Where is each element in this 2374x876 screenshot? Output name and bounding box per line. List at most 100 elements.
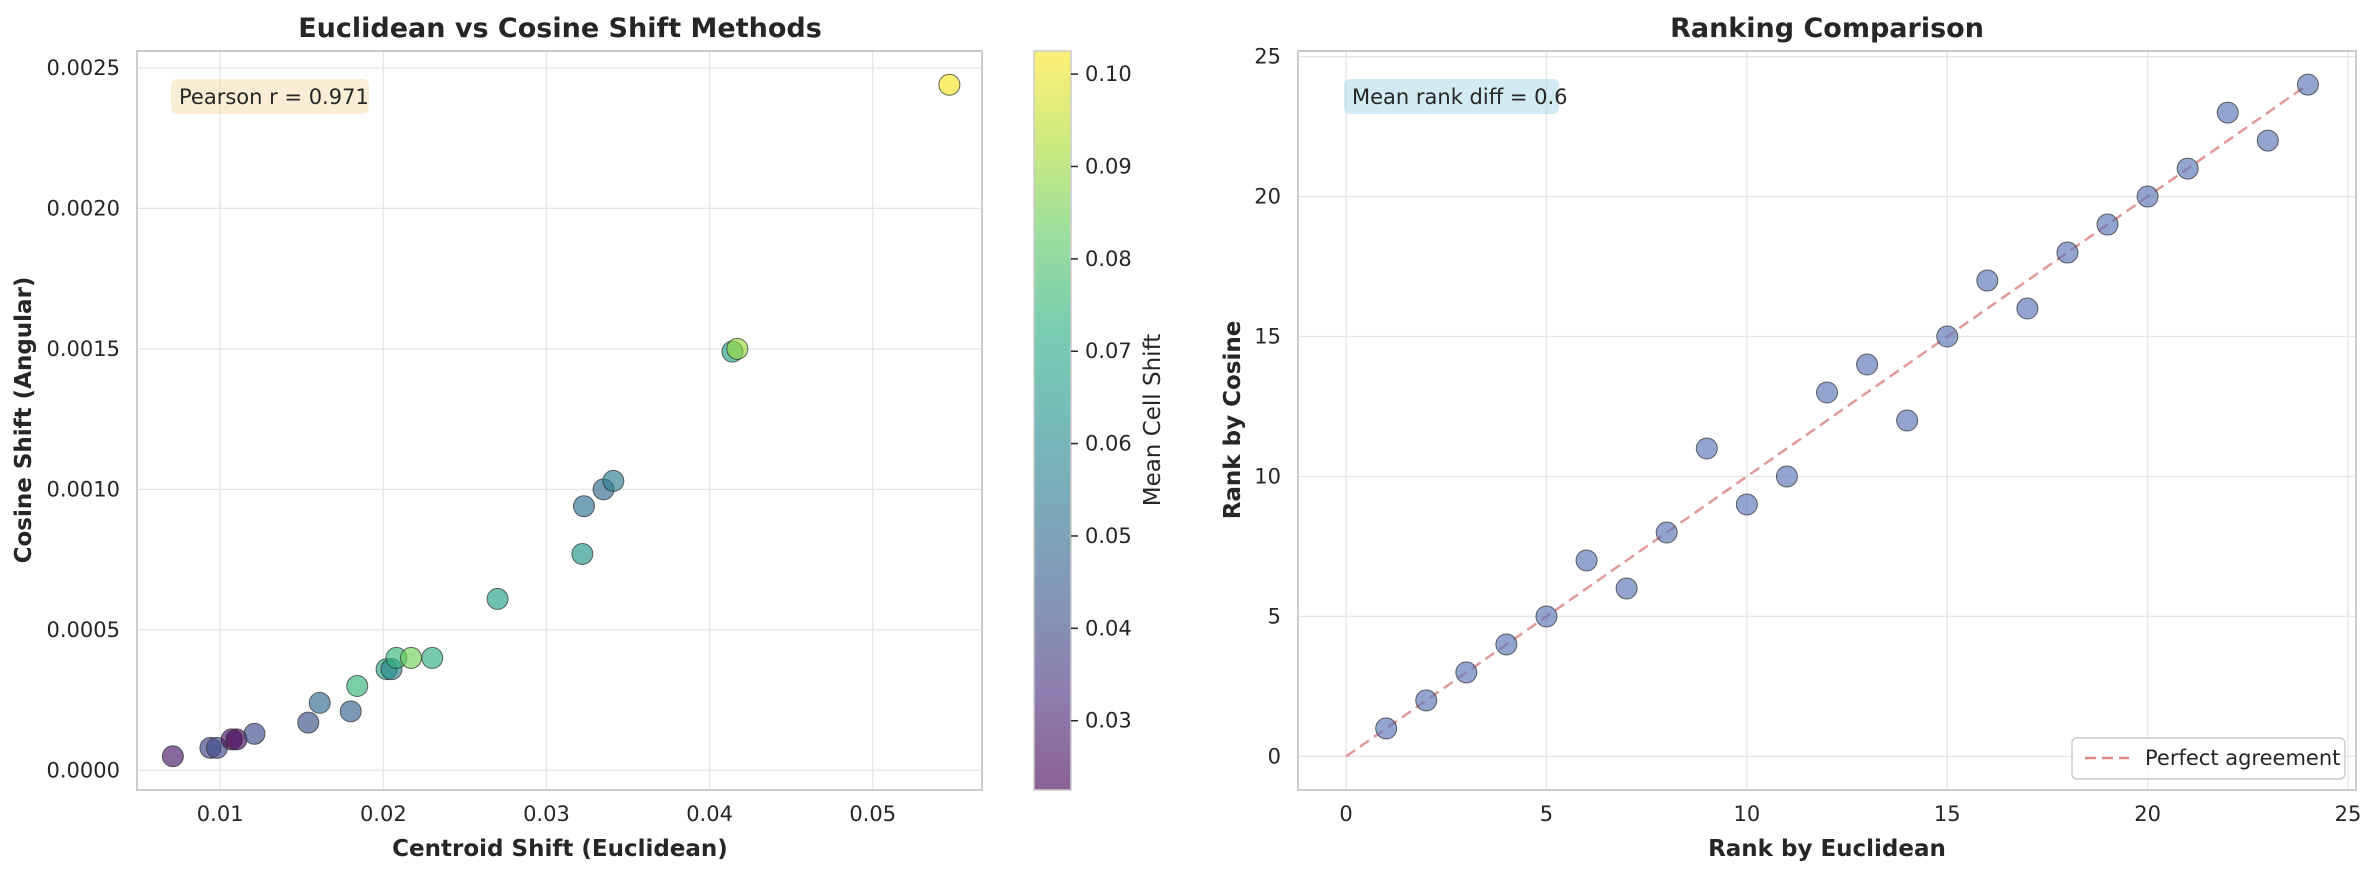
left-y-tick-label: 0.0015 [47,337,120,361]
right-x-tick-label: 15 [1934,802,1961,826]
left-y-tick-label: 0.0010 [47,477,120,501]
rank-point [1455,661,1478,684]
colorbar-frame [1033,50,1072,791]
right-annotation: Mean rank diff = 0.6 [1352,85,1568,109]
left-y-ticks: 0.0000 0.0005 0.0010 0.0015 0.0020 0.0025 [47,56,120,782]
right-annotation-box [1344,79,1559,114]
left-x-tick-label: 0.03 [523,802,570,826]
left-x-tick-label: 0.05 [849,802,896,826]
left-annotation-box [171,79,369,114]
colorbar-tick-label: 0.06 [1085,432,1132,456]
right-y-tick-label: 10 [1254,464,1281,488]
colorbar-tick-label: 0.07 [1085,339,1132,363]
left-chart-title: Euclidean vs Cosine Shift Methods [298,13,822,44]
right-x-tick-label: 0 [1339,802,1352,826]
right-y-axis-label: Rank by Cosine [1220,321,1246,520]
colorbar-tick-label: 0.10 [1085,62,1132,86]
left-axes-frame [136,50,983,791]
colorbar-tick-label: 0.05 [1085,524,1132,548]
scatter-point [572,495,595,518]
scatter-point [421,646,444,669]
right-y-tick-label: 0 [1268,744,1281,768]
scatter-point [297,711,320,734]
rank-point [2216,101,2239,124]
scatter-point [400,646,423,669]
rank-point [2016,297,2039,320]
rank-point [1375,717,1398,740]
rank-point [1655,521,1678,544]
right-x-axis-label: Rank by Euclidean [1708,836,1946,862]
left-y-tick-label: 0.0025 [47,56,120,80]
rank-point [1695,437,1718,460]
left-annotation: Pearson r = 0.971 [179,85,369,109]
right-chart-title: Ranking Comparison [1670,13,1984,44]
scatter-point [726,337,749,360]
scatter-point [938,73,961,96]
right-panel: 0 5 10 15 20 25 0 5 10 15 20 25 Mean rank diff = 0… [1220,13,2361,862]
rank-point [1976,269,1999,292]
left-x-axis-label: Centroid Shift (Euclidean) [392,836,728,862]
rank-point [2096,213,2119,236]
colorbar: 0.03 0.04 0.05 0.06 0.07 0.08 0.09 0.10 Mean Ce… [1033,50,1166,791]
right-y-tick-label: 25 [1254,45,1281,69]
scatter-point [308,691,331,714]
scatter-point [339,700,362,723]
rank-point [1896,409,1919,432]
left-x-tick-label: 0.02 [360,802,407,826]
right-y-ticks: 0 5 10 15 20 25 [1254,45,1281,769]
rank-point [1535,605,1558,628]
rank-point [1936,325,1959,348]
scatter-point [486,587,509,610]
rank-point [2056,241,2079,264]
colorbar-tick-label: 0.03 [1085,709,1132,733]
colorbar-tick-label: 0.08 [1085,247,1132,271]
right-x-tick-label: 10 [1733,802,1760,826]
left-points [161,73,961,768]
legend-box [2071,737,2346,780]
left-plot-area [137,51,982,790]
rank-point [1615,577,1638,600]
rank-point [2136,185,2159,208]
rank-point [1735,493,1758,516]
left-x-ticks: 0.01 0.02 0.03 0.04 0.05 [197,802,896,826]
scatter-point [243,722,266,745]
right-y-tick-label: 15 [1254,325,1281,349]
rank-point [1575,549,1598,572]
scatter-point [602,469,625,492]
right-x-tick-label: 5 [1540,802,1553,826]
left-x-tick-label: 0.04 [686,802,733,826]
left-x-tick-label: 0.01 [197,802,244,826]
left-y-axis-label: Cosine Shift (Angular) [11,277,37,564]
scatter-point [346,675,369,698]
left-y-tick-label: 0.0020 [47,196,120,220]
rank-point [1495,633,1518,656]
left-grid [137,51,982,790]
right-y-tick-label: 20 [1254,185,1281,209]
rank-point [1775,465,1798,488]
right-x-tick-label: 20 [2134,802,2161,826]
colorbar-tick-label: 0.09 [1085,154,1132,178]
rank-point [1816,381,1838,404]
legend-entry-perfect-agreement: Perfect agreement [2145,746,2340,770]
left-y-tick-label: 0.0005 [47,618,120,642]
scatter-point [571,542,594,565]
right-axes-frame [1297,50,2357,791]
rank-point [2296,73,2319,96]
rank-point [1856,353,1879,376]
colorbar-label: Mean Cell Shift [1140,334,1166,507]
right-x-tick-label: 25 [2335,802,2362,826]
colorbar-gradient [1034,51,1071,790]
colorbar-tick-label: 0.04 [1085,616,1132,640]
right-y-tick-label: 5 [1268,604,1281,628]
colorbar-ticks: 0.03 0.04 0.05 0.06 0.07 0.08 0.09 0.10 [1071,62,1132,733]
scatter-point [161,745,184,768]
right-x-ticks: 0 5 10 15 20 25 [1339,802,2361,826]
legend: Perfect agreement [2071,737,2346,780]
rank-point [2176,157,2199,180]
rank-point [1415,689,1438,712]
right-points [1375,73,2319,740]
left-panel: 0.01 0.02 0.03 0.04 0.05 0.00000.00050.00100… [11,13,983,862]
rank-point [2256,129,2279,152]
left-y-tick-label: 0.0000 [47,758,120,782]
